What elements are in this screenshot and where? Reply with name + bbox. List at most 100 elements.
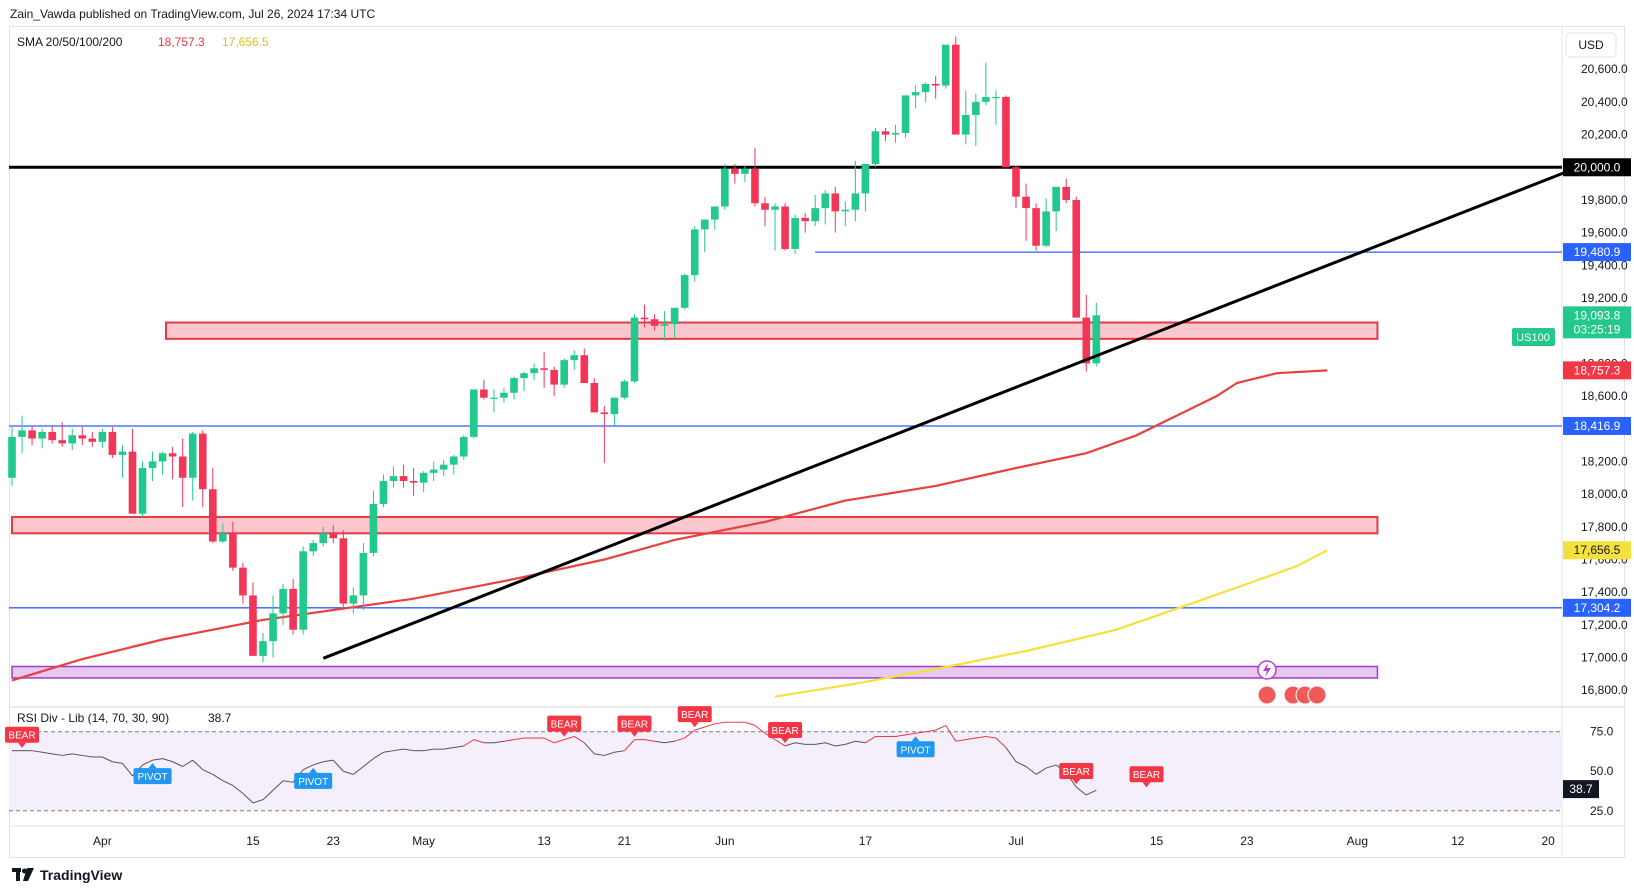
candle [540,351,548,388]
candle [8,427,16,486]
price-tick-label: 17,800.0 [1581,520,1628,534]
footer-brand[interactable]: TradingView [12,867,122,883]
rsi-segment [222,780,234,786]
rsi-segment [835,743,846,747]
candle-body [88,438,97,442]
rsi-segment [985,735,996,739]
support-zone[interactable] [11,665,1379,679]
candle [620,379,629,400]
candle-body [992,97,1000,99]
time-tick-label: 20 [1541,834,1555,848]
rsi-segment [383,750,394,753]
rsi-segment [654,740,665,744]
price-badge-label: 19,480.9 [1574,245,1621,259]
candle-body [480,389,488,398]
candle [821,190,830,225]
sma-legend-name[interactable]: SMA 20/50/100/200 [17,35,123,49]
pivot-tag[interactable]: PIVOT [294,767,333,789]
resistance-zone[interactable] [165,321,1379,340]
rsi-legend[interactable]: RSI Div - Lib (14, 70, 30, 90) [17,711,169,725]
rsi-axis-label: 50.0 [1590,764,1614,778]
tag-label: PIVOT [298,777,328,788]
candle [700,219,709,253]
candle [630,314,639,383]
rsi-segment [573,736,585,744]
candle [470,389,478,439]
candle-body [28,430,36,439]
candle-body [1062,186,1070,200]
resistance-zone[interactable] [11,515,1379,535]
candle-body [8,436,16,478]
tag-pointer [309,767,318,773]
candles-layer [8,36,1101,663]
candle [791,214,799,254]
candle [329,525,338,544]
us-flag-event-icon[interactable] [1307,685,1327,705]
currency-button[interactable] [1565,32,1617,58]
candle-body [972,101,980,115]
bear-tag[interactable]: BEAR [1129,766,1164,788]
rsi-segment [815,742,826,745]
bear-tag[interactable]: BEAR [617,715,652,737]
candle [78,427,87,446]
bear-tag[interactable]: BEAR [5,726,40,748]
bear-tag[interactable]: BEAR [768,721,803,743]
tag-pointer [911,736,920,742]
rsi-segment [202,769,214,775]
candle-body [982,97,990,102]
rsi-segment [142,759,153,766]
time-axis[interactable]: Apr 15 23 May 13 21 Jun 17 Jul 15 23 Aug 12 20 [93,834,1555,848]
candle [249,582,257,656]
candle-body [309,543,317,552]
bear-tag[interactable]: BEAR [677,706,712,728]
candle-body [369,503,378,553]
rsi-segment [62,753,73,756]
tag-pointer [148,763,157,769]
rsi-segment [473,739,485,744]
rsi-segment [825,742,836,747]
tag-box [547,715,582,732]
rsi-segment [784,742,796,747]
sma-legend-value-1: 18,757.3 [158,35,205,49]
candle [229,521,237,571]
candle-body [118,451,127,455]
rsi-segment [172,761,183,767]
rsi-segment [182,759,193,767]
rsi-segment [72,753,83,756]
candle [289,579,297,635]
candle-body [128,451,137,514]
symbol-tag [1512,328,1555,346]
price-badge-box [1563,306,1631,339]
pivot-tag[interactable]: PIVOT [896,736,935,758]
rsi-segment [192,759,204,771]
rsi-divergence-tags[interactable]: BEAR PIVOT PIVOT BEAR BEAR BEAR BEAR PIVOT BEAR B… [5,706,1599,799]
rsi-segment [704,723,715,728]
candle-body [550,369,558,385]
candle-body [831,193,840,212]
candle-body [640,317,649,320]
price-tick-label: 17,200.0 [1581,618,1628,632]
price-tick-label: 17,000.0 [1581,651,1628,665]
event-icons[interactable] [1257,660,1327,705]
candle [731,164,739,184]
rsi-segment [925,729,936,733]
tag-pointer [560,731,569,737]
us-flag-event-icon[interactable] [1257,685,1277,705]
candle [520,371,528,392]
candle-body [861,164,870,194]
trendline[interactable] [322,165,1579,660]
candle-body [1032,208,1040,246]
bear-tag[interactable]: BEAR [547,715,582,737]
rsi-segment [674,737,685,742]
candle-body [419,472,428,483]
candle-body [78,435,87,439]
candle-body [209,489,217,542]
pivot-tag[interactable]: PIVOT [133,763,172,785]
lightning-icon [1263,663,1271,677]
bear-tag[interactable]: BEAR [1059,763,1094,785]
price-badge-label: 18,757.3 [1574,363,1621,377]
time-tick-label: 23 [327,834,341,848]
candle [259,633,267,663]
price-badge-label: 20,000.0 [1574,160,1621,174]
